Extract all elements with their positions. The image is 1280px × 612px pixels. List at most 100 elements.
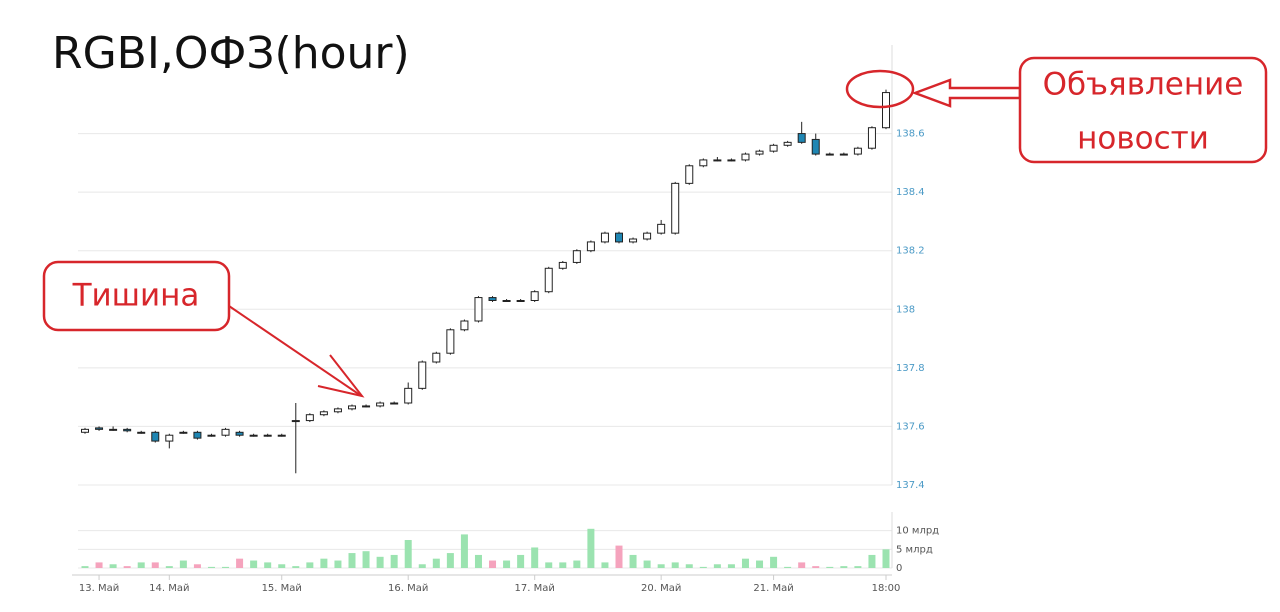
volume-bar bbox=[629, 554, 637, 568]
volume-bar bbox=[151, 562, 159, 568]
volume-bar bbox=[601, 562, 609, 568]
candle-body bbox=[123, 428, 132, 432]
candle-body bbox=[81, 428, 89, 433]
annotation-arrow bbox=[911, 78, 1022, 108]
y-tick-label: 138 bbox=[896, 304, 915, 315]
volume-bar bbox=[573, 560, 581, 568]
candle-body bbox=[657, 223, 666, 234]
volume-bar bbox=[587, 528, 595, 568]
plot: 137.4 137.6 137.8 138 138.2 138.4 138.6 0 5 млрд… bbox=[72, 45, 939, 594]
volume-bar bbox=[278, 564, 286, 568]
volume-bar bbox=[292, 566, 300, 568]
candle-body bbox=[221, 428, 230, 436]
volume-bar bbox=[489, 560, 497, 568]
volume-bar bbox=[784, 566, 792, 568]
x-tick-label: 20. Май bbox=[641, 583, 681, 594]
candle-body bbox=[741, 153, 750, 161]
volume-bar bbox=[882, 549, 890, 568]
x-tick-label: 15. Май bbox=[262, 583, 302, 594]
y-tick-label: 137.6 bbox=[896, 421, 925, 432]
volume-bar bbox=[643, 560, 651, 568]
candle-body bbox=[572, 250, 581, 263]
volume-bar bbox=[418, 564, 426, 568]
volume-bar bbox=[657, 564, 665, 568]
candle-body bbox=[418, 361, 427, 389]
volume-bar bbox=[432, 558, 440, 568]
candle-body bbox=[277, 434, 286, 437]
candle-body bbox=[95, 427, 104, 430]
volume-bar bbox=[559, 562, 567, 568]
x-tick-label: 16. Май bbox=[388, 583, 428, 594]
candle-body bbox=[839, 153, 848, 156]
candle-body bbox=[305, 414, 314, 422]
y-tick-label: 137.4 bbox=[896, 480, 925, 491]
y-tick-label: 138.4 bbox=[896, 187, 925, 198]
volume-bar bbox=[390, 554, 398, 568]
x-tick-label: 14. Май bbox=[149, 583, 189, 594]
volume-bar bbox=[123, 566, 131, 568]
y-tick-label: 10 млрд bbox=[896, 526, 939, 537]
candle-body bbox=[615, 232, 623, 243]
candle-body bbox=[558, 261, 567, 269]
candle-body bbox=[333, 408, 342, 413]
volume-bar bbox=[531, 547, 539, 568]
volume-bar bbox=[545, 562, 553, 568]
volume-bar bbox=[741, 558, 749, 568]
volume-bar bbox=[222, 566, 230, 568]
annotation-text: Объявление bbox=[1043, 67, 1244, 103]
candle-body bbox=[193, 431, 202, 439]
candle-body bbox=[291, 420, 300, 423]
volume-bar bbox=[334, 560, 342, 568]
candle-body bbox=[376, 402, 385, 407]
volume-bar bbox=[727, 564, 735, 568]
candle-body bbox=[362, 405, 371, 408]
candle-body bbox=[629, 238, 638, 243]
annotation-arrowhead bbox=[317, 354, 365, 398]
volume-bar bbox=[446, 553, 454, 568]
volume-bar bbox=[193, 564, 201, 568]
candle-body bbox=[165, 434, 174, 442]
candle-body bbox=[460, 320, 469, 331]
volume-bar bbox=[798, 562, 806, 568]
candle-body bbox=[867, 127, 876, 149]
candle-body bbox=[713, 159, 722, 162]
candle-body bbox=[446, 329, 455, 354]
annotation-text: новости bbox=[1077, 121, 1209, 157]
annotation-arrow bbox=[228, 305, 361, 396]
volume-bar bbox=[320, 558, 328, 568]
candle-body bbox=[390, 402, 399, 405]
volume-bar bbox=[868, 554, 876, 568]
volume-bar bbox=[404, 540, 412, 568]
annotation-ellipse bbox=[845, 69, 915, 109]
candle-body bbox=[249, 434, 258, 437]
volume-bar bbox=[460, 534, 468, 568]
candle-body bbox=[783, 141, 792, 146]
candle-body bbox=[235, 431, 244, 436]
candle-body bbox=[586, 241, 595, 252]
volume-bar bbox=[671, 562, 679, 568]
candle-body bbox=[432, 352, 441, 363]
candle-body bbox=[825, 153, 834, 156]
volume-bar bbox=[179, 560, 187, 568]
candle-body bbox=[769, 144, 778, 152]
candle-body bbox=[207, 434, 216, 437]
candle-body bbox=[348, 405, 356, 410]
candle-body bbox=[137, 431, 146, 434]
candle-body bbox=[404, 387, 413, 404]
candle-body bbox=[488, 297, 497, 302]
y-tick-label: 138.6 bbox=[896, 129, 925, 140]
candle-body bbox=[797, 133, 806, 143]
candle-body bbox=[319, 411, 328, 416]
volume-bar bbox=[137, 562, 145, 568]
chart-title: RGBI,ОФЗ(hour) bbox=[52, 28, 410, 79]
y-tick-label: 137.8 bbox=[896, 363, 925, 374]
y-tick-label: 5 млрд bbox=[896, 544, 933, 555]
volume-bar bbox=[207, 566, 215, 568]
volume-bar bbox=[264, 562, 272, 568]
volume-bar bbox=[770, 556, 778, 568]
candle-body bbox=[530, 291, 539, 302]
volume-bar bbox=[165, 566, 173, 568]
volume-bar bbox=[362, 551, 370, 568]
volume-bar bbox=[95, 562, 103, 568]
